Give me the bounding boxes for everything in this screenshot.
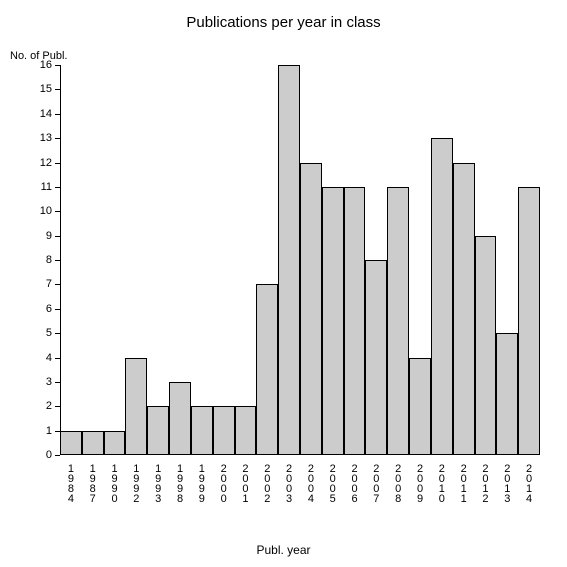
x-tick-label: 2011	[458, 463, 470, 503]
y-tick	[55, 65, 60, 66]
y-tick	[55, 211, 60, 212]
x-tick-label: 2006	[349, 463, 361, 503]
bar	[300, 163, 322, 456]
bar	[60, 431, 82, 455]
bar	[235, 406, 257, 455]
y-tick	[55, 309, 60, 310]
bar	[147, 406, 169, 455]
x-tick-label: 1993	[152, 463, 164, 503]
y-tick	[55, 236, 60, 237]
bar	[191, 406, 213, 455]
bar	[344, 187, 366, 455]
y-tick-label: 4	[46, 352, 52, 364]
bar	[387, 187, 409, 455]
chart-container: Publications per year in class No. of Pu…	[0, 0, 567, 567]
bar	[169, 382, 191, 455]
y-tick	[55, 333, 60, 334]
y-tick-label: 5	[46, 327, 52, 339]
y-tick-label: 1	[46, 425, 52, 437]
x-tick-label: 2003	[283, 463, 295, 503]
x-tick-label: 1998	[174, 463, 186, 503]
x-tick-label: 2007	[370, 463, 382, 503]
x-tick-label: 1990	[109, 463, 121, 503]
y-tick	[55, 455, 60, 456]
y-tick	[55, 406, 60, 407]
y-tick	[55, 89, 60, 90]
y-tick-label: 8	[46, 254, 52, 266]
y-tick-label: 14	[40, 108, 52, 120]
y-tick-label: 13	[40, 132, 52, 144]
chart-title: Publications per year in class	[0, 14, 567, 31]
y-tick	[55, 284, 60, 285]
bar	[409, 358, 431, 456]
x-tick-label: 1987	[87, 463, 99, 503]
bar	[104, 431, 126, 455]
bar	[453, 163, 475, 456]
x-tick-label: 2001	[239, 463, 251, 503]
y-tick	[55, 138, 60, 139]
y-tick-label: 12	[40, 157, 52, 169]
y-tick-label: 16	[40, 59, 52, 71]
y-tick-label: 2	[46, 400, 52, 412]
y-tick-label: 3	[46, 376, 52, 388]
y-tick	[55, 187, 60, 188]
y-tick-label: 0	[46, 449, 52, 461]
x-tick-label: 2008	[392, 463, 404, 503]
y-axis	[60, 65, 61, 455]
x-tick-label: 2010	[436, 463, 448, 503]
x-tick-label: 2004	[305, 463, 317, 503]
bar	[322, 187, 344, 455]
bar	[82, 431, 104, 455]
y-tick-label: 9	[46, 230, 52, 242]
bar	[365, 260, 387, 455]
bar	[256, 284, 278, 455]
bar	[278, 65, 300, 455]
x-axis-title: Publ. year	[0, 543, 567, 557]
bar	[213, 406, 235, 455]
y-tick-label: 6	[46, 303, 52, 315]
bar	[475, 236, 497, 455]
y-tick	[55, 114, 60, 115]
x-tick-label: 1992	[130, 463, 142, 503]
bar	[431, 138, 453, 455]
y-tick-label: 7	[46, 278, 52, 290]
plot-area: 0123456789101112131415161984198719901992…	[60, 65, 540, 455]
y-tick	[55, 382, 60, 383]
bar	[496, 333, 518, 455]
y-tick	[55, 358, 60, 359]
x-tick-label: 2014	[523, 463, 535, 503]
y-tick	[55, 260, 60, 261]
bar	[125, 358, 147, 456]
y-tick-label: 10	[40, 205, 52, 217]
bar	[518, 187, 540, 455]
x-tick-label: 2005	[327, 463, 339, 503]
y-tick-label: 11	[41, 181, 52, 193]
x-tick-label: 2009	[414, 463, 426, 503]
y-tick-label: 15	[40, 83, 52, 95]
x-tick-label: 1984	[65, 463, 77, 503]
x-tick-label: 2013	[501, 463, 513, 503]
y-axis-title: No. of Publ.	[10, 50, 67, 62]
x-tick-label: 2002	[261, 463, 273, 503]
y-tick	[55, 163, 60, 164]
x-tick-label: 1999	[196, 463, 208, 503]
x-tick-label: 2012	[479, 463, 491, 503]
x-tick-label: 2000	[218, 463, 230, 503]
